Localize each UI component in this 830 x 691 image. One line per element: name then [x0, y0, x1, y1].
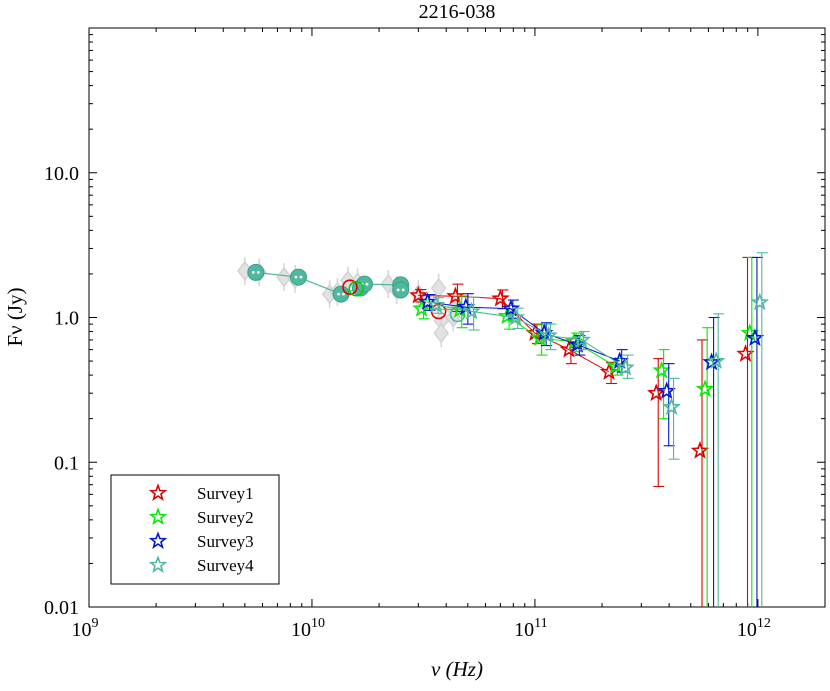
reference-point-dot	[299, 275, 303, 279]
data-point-survey2	[412, 298, 431, 317]
x-axis-label-text: ν (Hz)	[431, 657, 483, 681]
reference-point-dot	[342, 292, 345, 296]
data-point-survey3	[568, 334, 587, 353]
y-tick-label: 0.1	[54, 452, 79, 474]
open-circle-point	[342, 279, 358, 295]
reference-point	[392, 281, 410, 299]
data-point-survey3	[418, 292, 437, 310]
y-tick-label: 0.01	[44, 597, 79, 619]
historical-point	[430, 277, 447, 299]
data-point-survey3	[745, 328, 765, 347]
data-point-survey4	[706, 351, 726, 369]
reference-point-dot	[294, 275, 298, 279]
y-tick-label: 1.0	[54, 308, 79, 330]
legend-marker-survey1	[148, 483, 168, 501]
x-tick-label: 109	[72, 616, 99, 641]
reference-point-dot	[256, 270, 260, 274]
reference-point	[247, 263, 265, 281]
data-point-survey3	[657, 381, 676, 400]
x-axis-label: ν (Hz)	[431, 657, 483, 681]
open-circle-point	[348, 280, 365, 297]
data-point-survey4	[616, 357, 635, 376]
y-axis-label: Fν (Jy)	[3, 287, 27, 346]
plot-area: 109 1010 1011 1012 0.01 0.1 1.0 10.0	[44, 27, 826, 641]
legend-marker-survey4	[148, 555, 168, 573]
legend-label-survey1: Survey1	[197, 484, 254, 503]
data-point-survey4	[462, 301, 481, 320]
reference-point-dot	[337, 292, 340, 296]
reference-point-dot	[365, 282, 369, 286]
legend: Survey1 Survey2 Survey3 Survey4	[110, 474, 280, 585]
legend-marker-survey3	[148, 531, 168, 549]
historical-point	[433, 323, 449, 344]
reference-point-dot	[396, 288, 400, 292]
data-point-survey4	[750, 292, 770, 311]
data-point-survey1	[491, 288, 510, 307]
data-point-survey2	[695, 379, 715, 398]
data-point-survey1	[646, 383, 666, 402]
data-point-survey4	[426, 295, 446, 313]
data-point-survey2	[652, 360, 671, 379]
legend-label-survey3: Survey3	[197, 532, 254, 551]
chart-title: 2216-038	[419, 1, 496, 23]
legend-marker-survey2	[148, 507, 168, 525]
reference-point	[289, 268, 307, 286]
reference-point-dot	[401, 288, 405, 292]
data-point-survey1	[736, 344, 755, 362]
data-point-survey3	[501, 298, 521, 317]
data-point-survey4	[506, 307, 525, 326]
data-point-survey4	[539, 325, 558, 344]
data-point-survey1	[409, 285, 428, 304]
legend-label-survey4: Survey4	[197, 556, 254, 575]
x-tick-label: 1012	[737, 616, 771, 641]
x-tick-label: 1010	[291, 616, 325, 641]
data-point-survey1	[690, 441, 710, 459]
data-point-survey1	[446, 286, 465, 305]
data-point-survey2	[606, 356, 625, 375]
y-tick-label: 10.0	[44, 163, 79, 185]
legend-box	[110, 474, 280, 585]
x-tick-label: 1011	[514, 616, 547, 641]
historical-point	[276, 267, 292, 288]
reference-point	[355, 275, 373, 293]
legend-label-survey2: Survey2	[197, 508, 254, 527]
data-point-survey4	[572, 330, 592, 348]
data-point-survey4	[662, 397, 681, 416]
reference-point-dot	[251, 270, 255, 274]
